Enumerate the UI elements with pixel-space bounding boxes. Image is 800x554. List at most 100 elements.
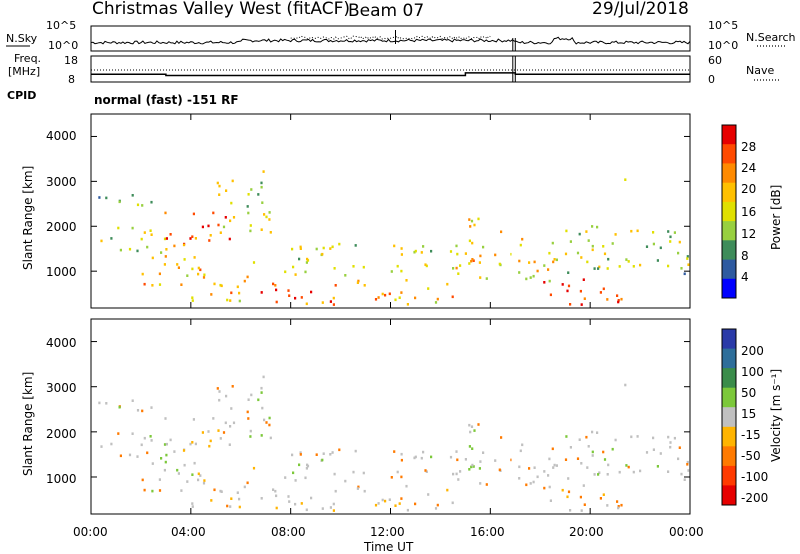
power-cell <box>322 246 325 250</box>
time-tick: 20:00 <box>569 525 604 539</box>
power-cell <box>580 256 583 259</box>
velocity-range-tick: 1000 <box>46 472 77 486</box>
power-cell <box>677 251 680 255</box>
power-cell <box>261 201 264 204</box>
power-cell <box>119 248 122 252</box>
power-cell <box>272 282 275 286</box>
power-cell <box>576 251 580 255</box>
velocity-cell <box>543 486 546 490</box>
velocity-cell <box>479 482 482 485</box>
velocity-cbar-tick: -200 <box>741 491 769 505</box>
power-cell <box>118 200 121 204</box>
velocity-cell <box>315 453 318 456</box>
velocity-cell <box>203 479 206 482</box>
velocity-cell <box>189 442 192 446</box>
velocity-cell <box>659 452 662 455</box>
velocity-cell <box>469 430 472 434</box>
velocity-cell <box>236 491 239 494</box>
power-cell <box>455 266 458 270</box>
velocity-cell <box>210 499 213 502</box>
power-cell <box>582 278 585 281</box>
velocity-cell <box>652 448 655 451</box>
power-cell <box>471 241 474 245</box>
velocity-cell <box>459 470 462 473</box>
power-cell <box>659 246 662 250</box>
power-cell <box>586 260 589 264</box>
velocity-cell <box>470 425 474 428</box>
velocity-cell <box>548 485 551 489</box>
velocity-cell <box>268 423 271 427</box>
velocity-cell <box>519 449 522 453</box>
velocity-cell <box>420 456 423 460</box>
power-range-tick: 3000 <box>46 175 77 189</box>
power-cell <box>220 284 223 288</box>
velocity-cell <box>500 436 503 439</box>
power-cell <box>238 299 241 303</box>
velocity-cell <box>625 464 628 467</box>
velocity-cell <box>352 470 355 474</box>
velocity-cell <box>151 489 154 493</box>
power-cell <box>500 230 503 234</box>
power-cell <box>521 237 524 241</box>
power-cell <box>183 258 186 261</box>
velocity-cell <box>518 477 521 480</box>
power-cbar-tick: 8 <box>741 249 749 263</box>
velocity-cell <box>455 450 458 453</box>
power-cell <box>436 297 439 301</box>
power-cell <box>299 245 302 249</box>
velocity-cell <box>427 493 430 496</box>
velocity-colorbar-segment <box>722 446 736 467</box>
power-cell <box>269 231 272 234</box>
velocity-cell <box>117 432 120 435</box>
power-cell <box>528 261 531 264</box>
power-cell <box>374 298 378 301</box>
velocity-cell <box>576 457 580 460</box>
velocity-cell <box>564 458 568 461</box>
power-cell <box>257 193 260 196</box>
nsky-trace <box>90 36 691 45</box>
velocity-cell <box>169 438 172 442</box>
power-cell <box>639 263 642 267</box>
power-cbar-tick: 12 <box>741 227 757 241</box>
velocity-cell <box>310 496 313 500</box>
velocity-gap <box>511 320 516 513</box>
power-colorbar-segment <box>722 259 736 280</box>
power-cell <box>250 188 253 191</box>
power-cell <box>202 276 206 279</box>
power-cell <box>479 276 482 279</box>
power-cell <box>569 303 572 306</box>
velocity-colorbar-segment <box>722 407 736 428</box>
velocity-cell <box>143 436 146 440</box>
velocity-cell <box>436 503 439 507</box>
power-colorbar-segment <box>722 240 736 260</box>
power-cell <box>246 205 249 208</box>
power-cell <box>218 193 221 196</box>
power-cell <box>306 257 309 261</box>
velocity-cell <box>555 464 558 467</box>
velocity-cell <box>582 484 585 487</box>
velocity-cell <box>246 410 249 414</box>
velocity-cell <box>400 458 403 462</box>
velocity-cell <box>186 480 189 483</box>
velocity-cbar-tick: 100 <box>741 365 764 379</box>
velocity-cell <box>477 423 480 426</box>
power-cell <box>238 291 241 295</box>
power-cell <box>669 235 672 239</box>
velocity-cell <box>338 448 341 452</box>
velocity-cell <box>164 417 167 420</box>
power-cell <box>274 284 277 287</box>
power-cell <box>225 189 228 192</box>
velocity-colorbar-segment <box>722 387 736 408</box>
power-cell <box>405 279 408 282</box>
power-cell <box>291 247 294 251</box>
power-cell <box>472 259 475 262</box>
velocity-cell <box>632 470 635 474</box>
velocity-cell <box>451 501 454 505</box>
velocity-cell <box>414 502 417 506</box>
velocity-cell <box>176 468 179 472</box>
power-cell <box>533 260 536 264</box>
velocity-cell <box>165 453 168 457</box>
power-cell <box>598 265 601 269</box>
velocity-cell <box>228 443 231 446</box>
velocity-cell <box>294 479 297 482</box>
